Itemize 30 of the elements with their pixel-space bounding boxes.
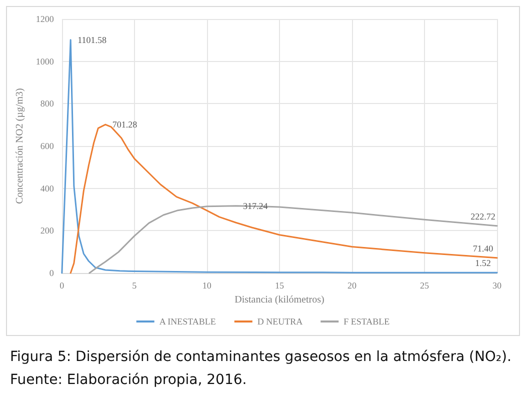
data-label: 701.28 bbox=[112, 120, 138, 130]
x-tick-label: 20 bbox=[347, 280, 357, 290]
data-label: 71.40 bbox=[472, 243, 494, 254]
data-label: 317.24 bbox=[242, 200, 268, 211]
y-tick-label: 1000 bbox=[36, 56, 54, 66]
data-label: 222.72 bbox=[470, 211, 496, 222]
x-tick-label: 30 bbox=[492, 280, 502, 290]
x-tick-label: 5 bbox=[132, 280, 138, 290]
y-tick-label: 600 bbox=[40, 141, 54, 151]
y-tick-label: 800 bbox=[40, 98, 54, 109]
y-tick-label: 1200 bbox=[36, 14, 54, 24]
x-tick-label: 15 bbox=[274, 280, 284, 290]
y-axis-title: Concentración NO2 (µg/m3) bbox=[14, 88, 26, 204]
legend-label: D NEUTRA bbox=[257, 316, 304, 326]
data-label: 1.52 bbox=[475, 258, 491, 268]
x-tick-label: 10 bbox=[202, 280, 212, 290]
x-axis-title: Distancia (kilómetros) bbox=[234, 294, 324, 306]
x-tick-label: 25 bbox=[420, 280, 430, 290]
line-series bbox=[88, 205, 498, 274]
source-note: Fuente: Elaboración propia, 2016. bbox=[10, 371, 248, 390]
y-tick-label: 200 bbox=[40, 226, 54, 236]
data-label: 1101.58 bbox=[78, 34, 108, 45]
legend-label: F ESTABLE bbox=[344, 316, 390, 326]
x-tick-label: 0 bbox=[60, 280, 65, 290]
text: Figura 5: Dispersión de contaminantes gaseosos en la atmósfera (NO₂). bbox=[10, 348, 512, 367]
line-series bbox=[61, 39, 498, 274]
line-series bbox=[70, 124, 498, 274]
y-tick-label: 400 bbox=[40, 183, 54, 194]
legend-label: A INESTABLE bbox=[159, 316, 216, 326]
y-tick-label: 0 bbox=[49, 268, 54, 278]
